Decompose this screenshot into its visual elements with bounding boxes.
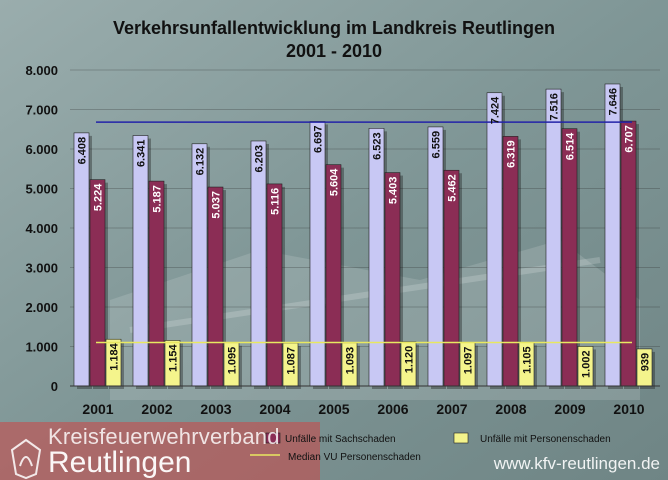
- fire-brigade-logo-icon: [10, 438, 42, 480]
- legend-label-median: Median VU Personenschaden: [288, 452, 421, 463]
- data-label-personen: 1.095: [227, 347, 239, 375]
- chart-subtitle: 2001 - 2010: [286, 41, 382, 61]
- data-label-gesamt: 6.132: [195, 148, 207, 176]
- website-url: www.kfv-reutlingen.de: [493, 454, 660, 473]
- bar-gesamt: [545, 88, 562, 387]
- bar-sach: [502, 136, 519, 387]
- data-label-sach: 5.403: [388, 177, 400, 205]
- data-label-gesamt: 6.408: [77, 137, 89, 165]
- data-label-personen: 939: [640, 353, 652, 371]
- x-tick-label: 2002: [141, 401, 172, 417]
- data-label-personen: 1.105: [522, 346, 534, 374]
- bar-gesamt: [250, 140, 267, 387]
- y-tick-label: 0: [51, 379, 58, 394]
- data-label-sach: 5.187: [152, 185, 164, 213]
- data-label-personen: 1.154: [168, 344, 180, 372]
- y-tick-label: 5.000: [25, 182, 58, 197]
- data-labels: 6.408 5.224 1.184 6.341 5.187 1.154 6.132 5.037…: [77, 88, 652, 378]
- data-label-sach: 5.604: [329, 168, 341, 196]
- legend-swatch-personen: [453, 432, 469, 444]
- bar-sach: [561, 128, 578, 387]
- data-label-sach: 6.707: [624, 125, 636, 153]
- bar-gesamt: [309, 121, 326, 387]
- bar-sach: [620, 120, 637, 387]
- brand-watermark: Kreisfeuerwehrverband Reutlingen: [6, 424, 306, 480]
- legend-label-sach: Unfälle mit Sachschaden: [285, 434, 396, 445]
- x-tick-label: 2004: [259, 401, 290, 417]
- legend-swatch-sach: [265, 432, 281, 444]
- data-label-gesamt: 7.516: [549, 93, 561, 121]
- data-label-sach: 5.462: [447, 174, 459, 202]
- y-axis-ticks: 0 1.000 2.000 3.000 4.000 5.000 6.000 7.000 8.00…: [25, 63, 58, 394]
- data-label-personen: 1.087: [286, 347, 298, 375]
- x-tick-label: 2007: [436, 401, 467, 417]
- data-label-personen: 1.184: [109, 342, 121, 370]
- bar-gesamt: [604, 83, 621, 387]
- data-label-sach: 5.116: [270, 188, 282, 215]
- x-tick-label: 2008: [495, 401, 526, 417]
- brand-line-2: Reutlingen: [48, 446, 192, 479]
- x-tick-label: 2005: [318, 401, 349, 417]
- y-tick-label: 1.000: [25, 340, 58, 355]
- x-tick-label: 2006: [377, 401, 408, 417]
- gridlines: [70, 69, 660, 347]
- data-label-sach: 5.037: [211, 191, 223, 219]
- y-tick-label: 8.000: [25, 63, 58, 78]
- data-label-gesamt: 7.646: [608, 88, 620, 116]
- data-label-gesamt: 6.697: [313, 125, 325, 153]
- y-tick-label: 6.000: [25, 142, 58, 157]
- y-tick-label: 7.000: [25, 103, 58, 118]
- data-label-gesamt: 6.203: [254, 145, 266, 173]
- data-label-gesamt: 6.341: [136, 140, 148, 168]
- data-label-sach: 6.319: [506, 140, 518, 168]
- y-tick-label: 3.000: [25, 261, 58, 276]
- data-label-personen: 1.002: [581, 350, 593, 378]
- bar-gesamt: [427, 126, 444, 387]
- data-label-personen: 1.097: [463, 347, 475, 375]
- x-tick-label: 2003: [200, 401, 231, 417]
- data-label-gesamt: 7.424: [490, 96, 502, 124]
- bar-gesamt: [191, 143, 208, 387]
- brand-line-1: Kreisfeuerwehrverband: [48, 424, 280, 449]
- legend: Unfälle mit Sachschaden Unfälle mit Pers…: [250, 432, 611, 463]
- bar-gesamt: [368, 128, 385, 387]
- bar-sach: [325, 164, 342, 387]
- data-label-gesamt: 6.523: [372, 132, 384, 160]
- brand-banner: [0, 422, 320, 480]
- data-label-sach: 6.514: [565, 132, 577, 160]
- data-label-personen: 1.093: [345, 347, 357, 375]
- reference-lines: [96, 121, 632, 344]
- data-label-personen: 1.120: [404, 346, 416, 374]
- y-tick-label: 4.000: [25, 221, 58, 236]
- data-label-sach: 5.224: [93, 183, 105, 211]
- data-label-gesamt: 6.559: [431, 131, 443, 159]
- chart-title: Verkehrsunfallentwicklung im Landkreis R…: [113, 18, 555, 38]
- bar-gesamt: [132, 135, 149, 387]
- bar-gesamt: [73, 132, 90, 387]
- legend-label-personen: Unfälle mit Personenschaden: [480, 434, 611, 445]
- x-tick-label: 2001: [82, 401, 113, 417]
- x-axis-ticks: 2001 2002 2003 2004 2005 2006 2007 2008 2009 2010: [82, 401, 644, 417]
- y-tick-label: 2.000: [25, 300, 58, 315]
- x-tick-label: 2009: [554, 401, 585, 417]
- x-tick-label: 2010: [613, 401, 644, 417]
